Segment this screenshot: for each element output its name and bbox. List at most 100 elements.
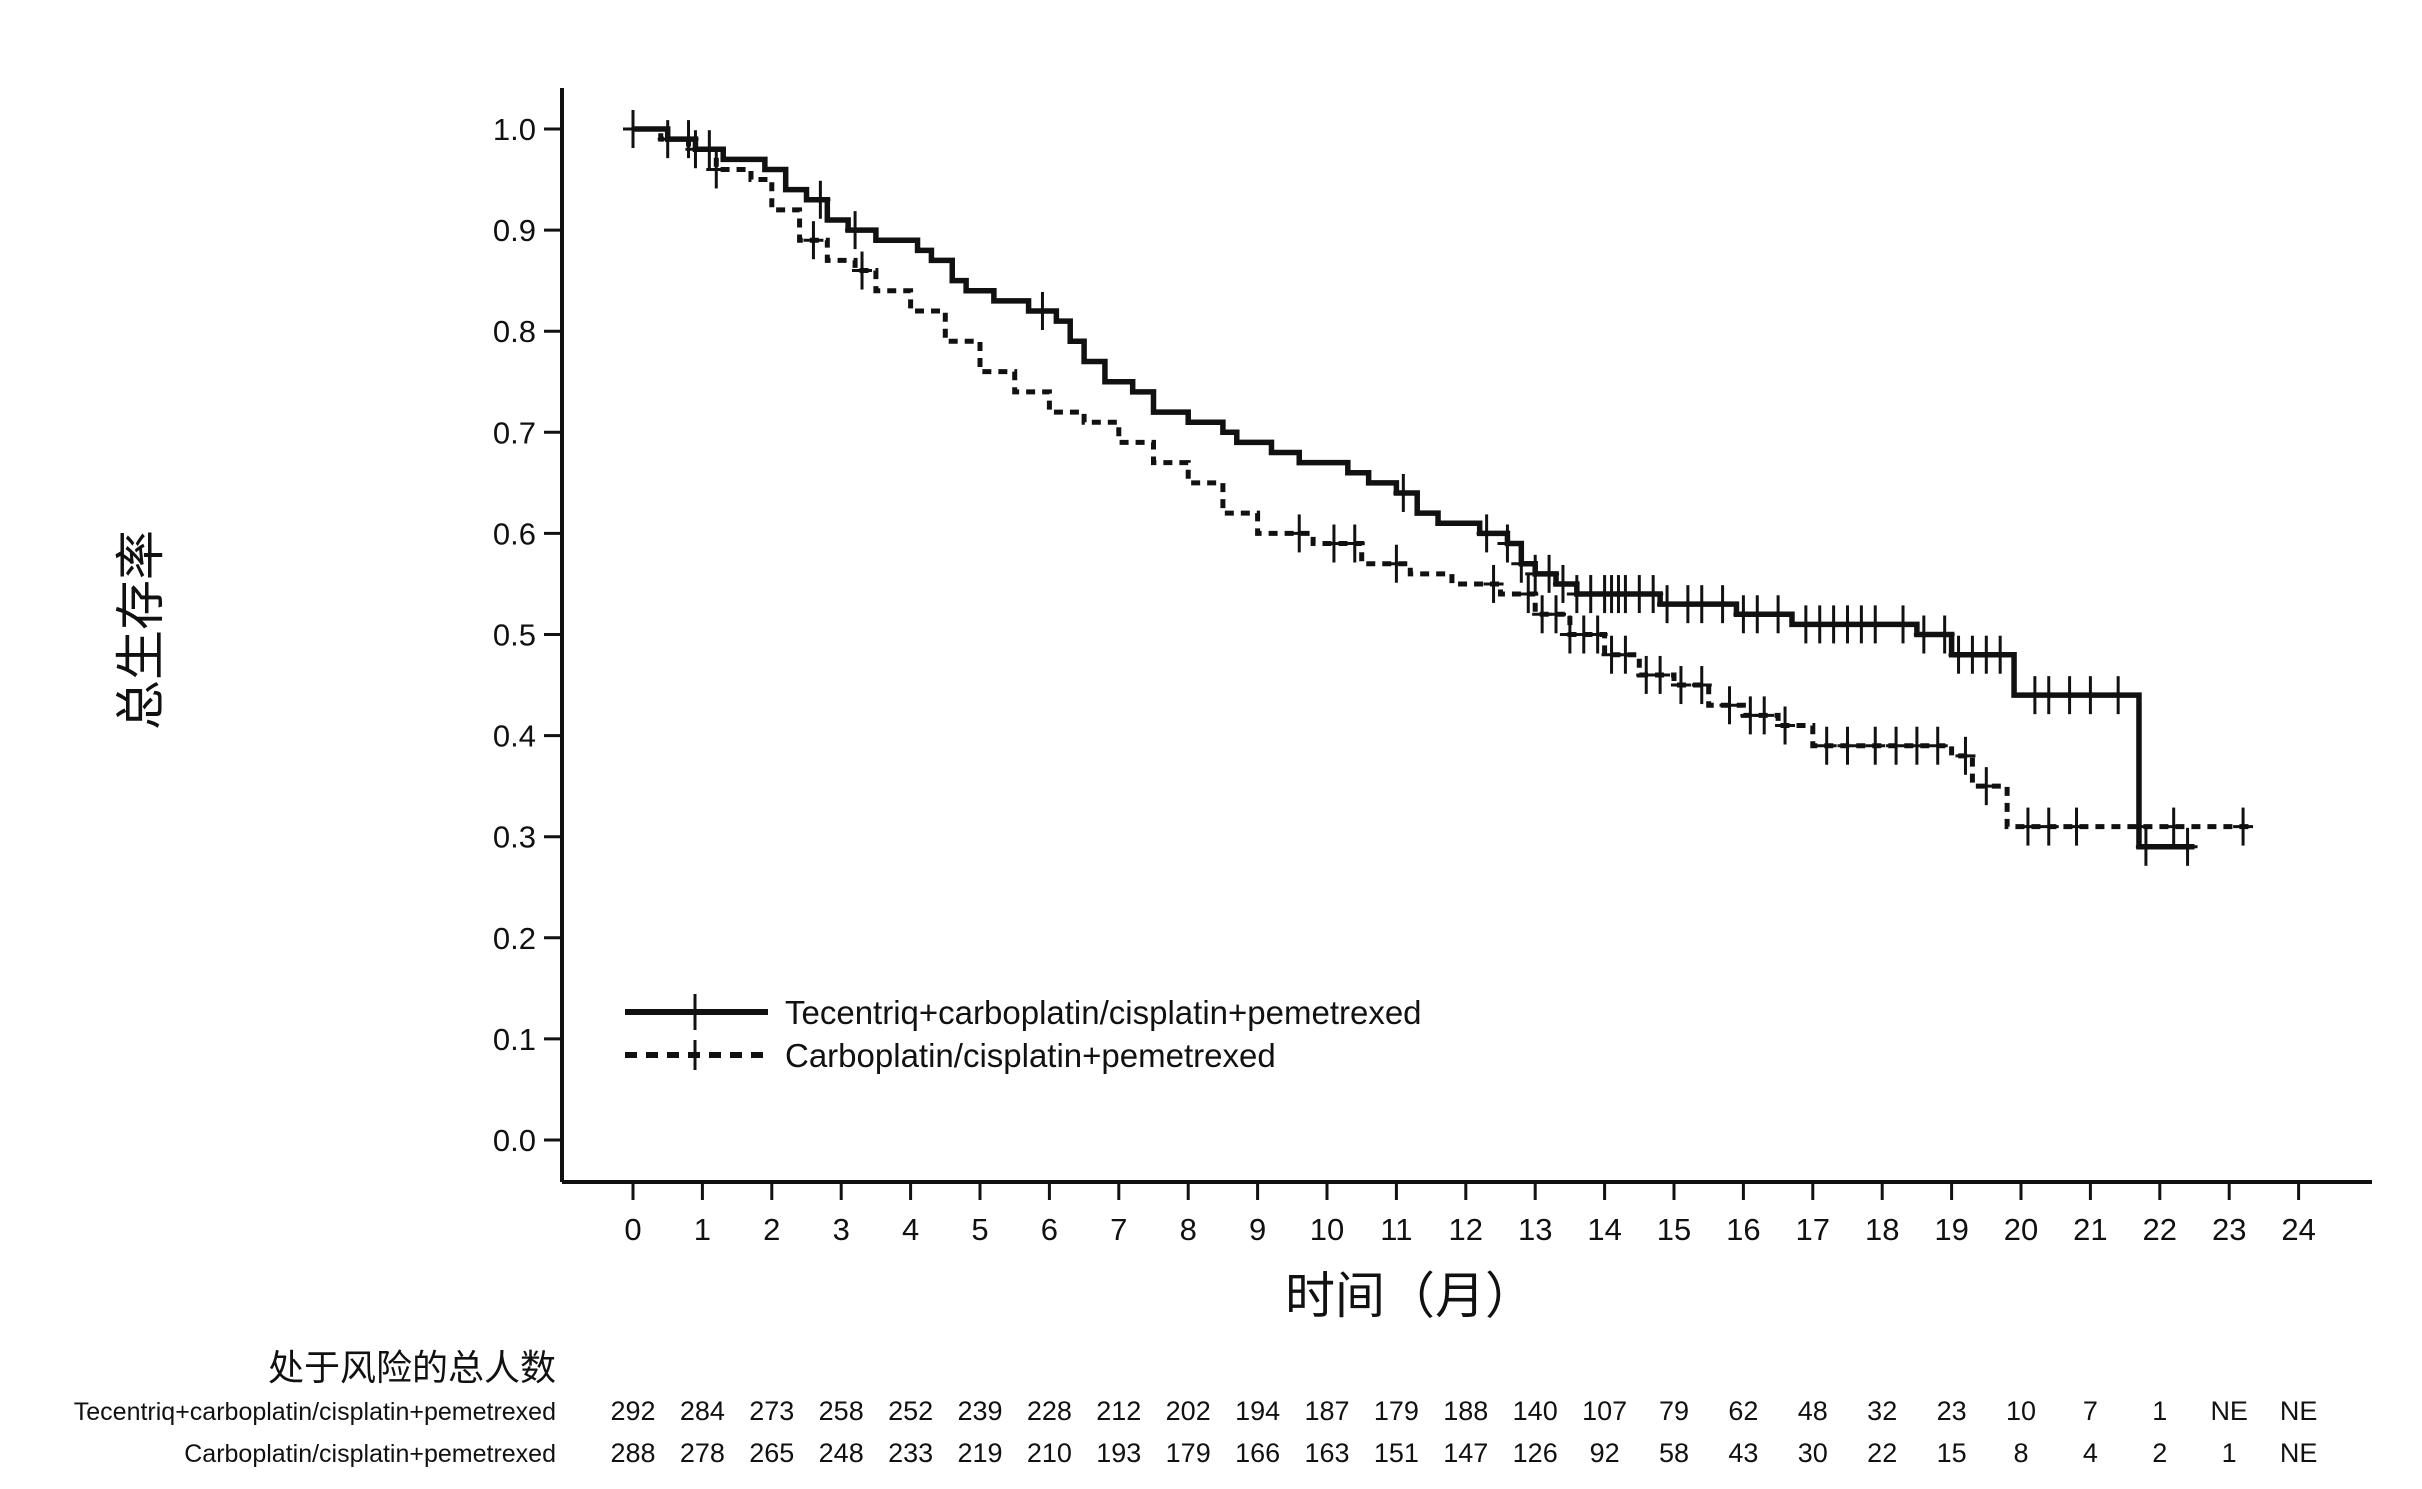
x-tick-label: 13 <box>1518 1212 1552 1247</box>
legend-label-chemo: Carboplatin/cisplatin+pemetrexed <box>785 1037 1276 1074</box>
risk-value-chemo: 92 <box>1590 1438 1620 1468</box>
risk-value-chemo: 126 <box>1513 1438 1558 1468</box>
risk-value-tecentriq: 48 <box>1798 1396 1828 1426</box>
risk-value-tecentriq: 212 <box>1096 1396 1141 1426</box>
x-tick-label: 3 <box>833 1212 850 1247</box>
x-tick-label: 20 <box>2004 1212 2038 1247</box>
risk-values: 292 284 273 258 252 239 228 212 202 194 187 179 188 1… <box>610 1396 2317 1468</box>
legend-label-tecentriq: Tecentriq+carboplatin/cisplatin+pemetrex… <box>785 994 1422 1031</box>
risk-value-tecentriq: 188 <box>1443 1396 1488 1426</box>
x-tick-label: 11 <box>1380 1212 1412 1247</box>
risk-value-chemo: 151 <box>1374 1438 1419 1468</box>
risk-value-tecentriq: 7 <box>2083 1396 2098 1426</box>
risk-value-chemo: 147 <box>1443 1438 1488 1468</box>
survival-curves <box>623 110 2254 866</box>
x-tick-label: 9 <box>1249 1212 1266 1247</box>
risk-value-chemo: 278 <box>680 1438 725 1468</box>
x-tick-label: 21 <box>2073 1212 2107 1247</box>
y-tick-label: 0.5 <box>493 618 536 653</box>
risk-value-chemo: 1 <box>2222 1438 2237 1468</box>
risk-value-chemo: 179 <box>1166 1438 1211 1468</box>
risk-value-chemo: 288 <box>610 1438 655 1468</box>
risk-value-tecentriq: NE <box>2280 1396 2318 1426</box>
risk-value-tecentriq: 194 <box>1235 1396 1280 1426</box>
x-tick-label: 15 <box>1657 1212 1691 1247</box>
risk-value-chemo: 2 <box>2152 1438 2167 1468</box>
risk-value-chemo: 233 <box>888 1438 933 1468</box>
risk-value-chemo: 43 <box>1728 1438 1758 1468</box>
risk-value-tecentriq: 62 <box>1728 1396 1758 1426</box>
risk-value-chemo: 8 <box>2013 1438 2028 1468</box>
risk-value-chemo: 193 <box>1096 1438 1141 1468</box>
risk-table-title: 处于风险的总人数 <box>268 1348 556 1389</box>
x-tick-label: 5 <box>971 1212 988 1247</box>
risk-value-tecentriq: 202 <box>1166 1396 1211 1426</box>
x-tick-label: 10 <box>1310 1212 1344 1247</box>
x-tick-label: 4 <box>902 1212 919 1247</box>
risk-value-chemo: 248 <box>819 1438 864 1468</box>
x-tick-label: 1 <box>694 1212 711 1247</box>
y-axis-title: 总生存率 <box>112 530 170 730</box>
risk-value-chemo: 4 <box>2083 1438 2098 1468</box>
risk-value-chemo: 210 <box>1027 1438 1072 1468</box>
risk-value-tecentriq: NE <box>2210 1396 2248 1426</box>
risk-value-chemo: 265 <box>749 1438 794 1468</box>
risk-value-chemo: 58 <box>1659 1438 1689 1468</box>
x-tick-label: 2 <box>763 1212 780 1247</box>
series-line-tecentriq <box>633 126 2195 850</box>
risk-value-tecentriq: 23 <box>1937 1396 1967 1426</box>
x-tick-label: 23 <box>2212 1212 2246 1247</box>
x-tick-label: 19 <box>1934 1212 1968 1247</box>
y-tick-label: 0.9 <box>493 213 536 248</box>
y-tick-label: 0.2 <box>493 921 536 956</box>
legend: Tecentriq+carboplatin/cisplatin+pemetrex… <box>625 994 1422 1074</box>
risk-row-label-tecentriq: Tecentriq+carboplatin/cisplatin+pemetrex… <box>74 1398 556 1426</box>
risk-row-label-chemo: Carboplatin/cisplatin+pemetrexed <box>184 1440 556 1468</box>
risk-value-chemo: 22 <box>1867 1438 1897 1468</box>
y-tick-label: 0.4 <box>493 719 536 754</box>
x-tick-label: 16 <box>1726 1212 1760 1247</box>
risk-value-tecentriq: 179 <box>1374 1396 1419 1426</box>
x-tick-label: 22 <box>2143 1212 2177 1247</box>
risk-value-chemo: 219 <box>957 1438 1002 1468</box>
risk-value-tecentriq: 1 <box>2152 1396 2167 1426</box>
x-tick-label: 7 <box>1110 1212 1127 1247</box>
risk-value-chemo: 166 <box>1235 1438 1280 1468</box>
risk-value-chemo: 163 <box>1304 1438 1349 1468</box>
risk-value-tecentriq: 284 <box>680 1396 725 1426</box>
risk-value-tecentriq: 32 <box>1867 1396 1897 1426</box>
risk-value-tecentriq: 273 <box>749 1396 794 1426</box>
risk-value-tecentriq: 252 <box>888 1396 933 1426</box>
risk-value-tecentriq: 10 <box>2006 1396 2036 1426</box>
y-tick-label: 0.7 <box>493 415 536 450</box>
risk-value-tecentriq: 292 <box>610 1396 655 1426</box>
risk-value-tecentriq: 79 <box>1659 1396 1689 1426</box>
risk-value-tecentriq: 228 <box>1027 1396 1072 1426</box>
risk-value-tecentriq: 187 <box>1304 1396 1349 1426</box>
risk-value-chemo: 30 <box>1798 1438 1828 1468</box>
y-tick-label: 1.0 <box>493 112 536 147</box>
risk-value-tecentriq: 140 <box>1513 1396 1558 1426</box>
x-tick-label: 17 <box>1796 1212 1830 1247</box>
y-tick-label: 0.3 <box>493 820 536 855</box>
y-tick-label: 0.0 <box>493 1123 536 1158</box>
x-tick-label: 12 <box>1449 1212 1483 1247</box>
x-tick-label: 8 <box>1180 1212 1197 1247</box>
x-tick-label: 6 <box>1041 1212 1058 1247</box>
x-tick-label: 24 <box>2281 1212 2315 1247</box>
x-tick-label: 18 <box>1865 1212 1899 1247</box>
y-tick-label: 0.6 <box>493 516 536 551</box>
risk-value-tecentriq: 258 <box>819 1396 864 1426</box>
risk-value-tecentriq: 107 <box>1582 1396 1627 1426</box>
x-axis-title: 时间（月） <box>1285 1267 1535 1325</box>
y-tick-label: 0.8 <box>493 314 536 349</box>
risk-value-chemo: 15 <box>1937 1438 1967 1468</box>
y-tick-label: 0.1 <box>493 1022 536 1057</box>
risk-value-chemo: NE <box>2280 1438 2318 1468</box>
risk-value-tecentriq: 239 <box>957 1396 1002 1426</box>
y-ticks: 0.0 0.1 0.2 0.3 0.4 0.5 0.6 0.7 0.8 0.9 1.0 <box>493 112 562 1158</box>
x-ticks: 0 1 2 3 4 5 6 7 8 9 10 11 12 13 14 15 16 17 18 19 20 21 22 23 24 <box>624 1182 2316 1247</box>
x-tick-label: 0 <box>624 1212 641 1247</box>
risk-table: 处于风险的总人数 Tecentriq+carboplatin/cisplatin… <box>74 1348 2318 1468</box>
